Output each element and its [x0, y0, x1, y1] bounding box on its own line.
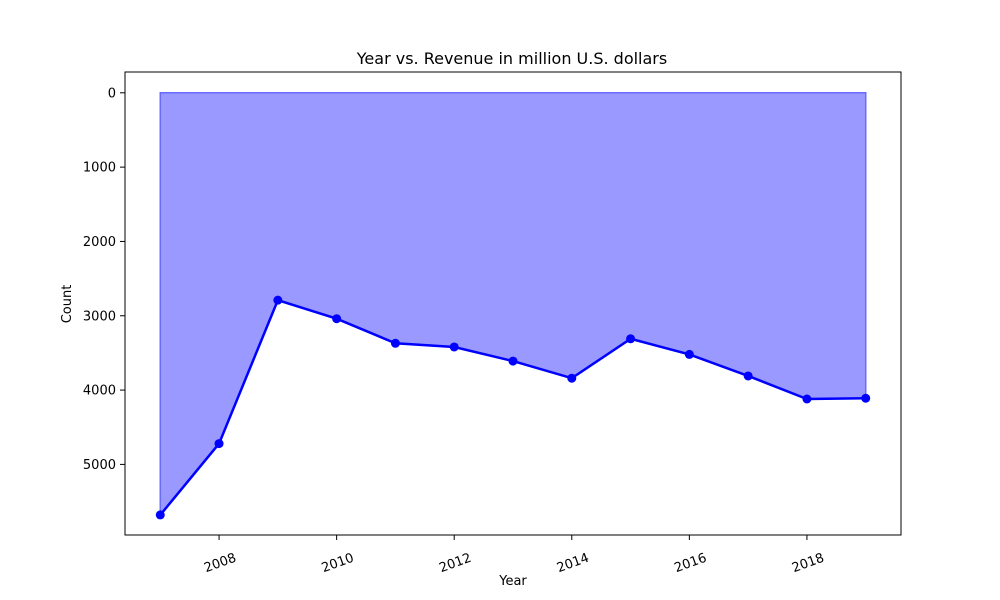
y-tick-label: 2000: [83, 235, 116, 250]
data-point: [332, 314, 342, 324]
chart-title: Year vs. Revenue in million U.S. dollars: [356, 49, 667, 68]
x-tick-label: 2014: [555, 551, 591, 576]
data-point: [390, 338, 400, 348]
y-tick-label: 5000: [83, 458, 116, 473]
plot-area: [155, 92, 871, 520]
data-point: [567, 373, 577, 383]
x-axis: 2008 2010 2012 2014 2016 2018: [202, 535, 826, 576]
data-point: [508, 356, 518, 366]
data-point: [449, 342, 459, 352]
y-tick-label: 4000: [83, 384, 116, 399]
x-tick-label: 2012: [437, 551, 473, 576]
data-point: [273, 295, 283, 305]
data-point: [684, 349, 694, 359]
y-axis-label: Count: [60, 285, 75, 324]
plot-frame: [124, 71, 902, 536]
data-point: [861, 393, 871, 403]
y-tick-label: 3000: [83, 309, 116, 324]
data-point: [802, 394, 812, 404]
x-tick-label: 2018: [790, 551, 826, 576]
data-point: [155, 510, 165, 520]
y-tick-label: 1000: [83, 161, 116, 176]
x-tick-label: 2016: [673, 551, 709, 576]
x-axis-label: Year: [498, 574, 527, 589]
x-tick-label: 2008: [202, 551, 238, 576]
x-tick-label: 2010: [320, 551, 356, 576]
data-point: [214, 439, 224, 449]
y-axis: 0 1000 2000 3000 4000 5000: [83, 86, 125, 473]
area-fill: [159, 92, 867, 518]
data-point: [743, 371, 753, 381]
data-point: [626, 334, 636, 344]
y-tick-label: 0: [108, 86, 116, 101]
